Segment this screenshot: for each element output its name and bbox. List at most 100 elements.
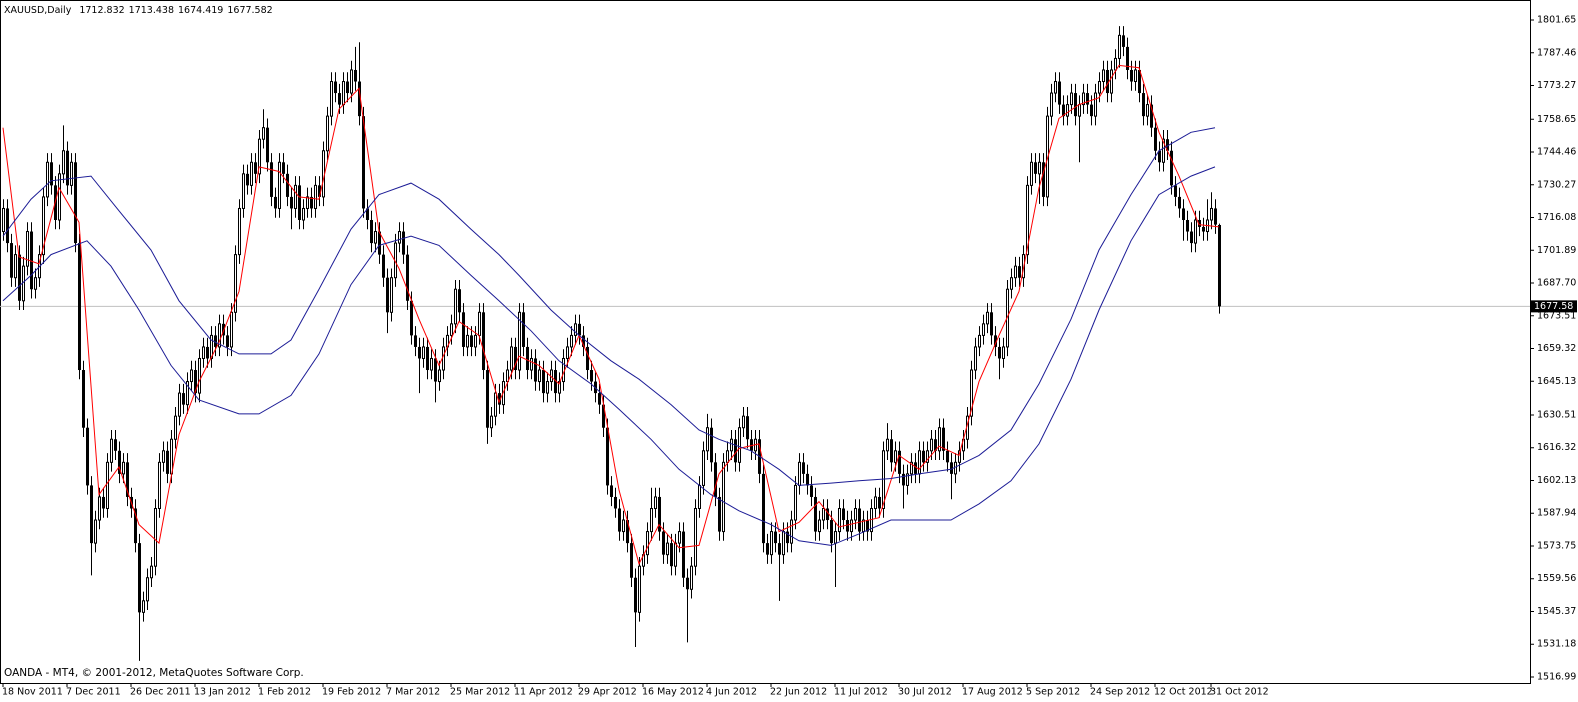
candle-body: [490, 415, 493, 429]
candle-body: [690, 565, 693, 590]
candle-body: [538, 369, 541, 383]
candle-body: [662, 531, 665, 555]
candle-body: [350, 69, 353, 94]
candle-body: [342, 81, 345, 106]
candle-body: [986, 311, 989, 325]
candle-body: [206, 346, 209, 359]
candle-body: [450, 323, 453, 336]
candle-body: [1130, 69, 1133, 82]
candle-body: [890, 439, 893, 463]
candle-body: [1042, 162, 1045, 197]
footer: OANDA - MT4, © 2001-2012, MetaQuotes Sof…: [4, 667, 304, 679]
candle-body: [1010, 277, 1013, 290]
candle-body: [914, 462, 917, 474]
candle-body: [198, 357, 201, 394]
y-tick-label: 1673.51: [1537, 310, 1576, 321]
candle-body: [546, 381, 549, 394]
candle-body: [1030, 161, 1033, 186]
candle-body: [414, 335, 417, 347]
candle-body: [454, 288, 457, 325]
candle-body: [442, 346, 445, 371]
candle-body: [330, 81, 333, 117]
candle-body: [470, 335, 473, 347]
candle-body: [262, 127, 265, 140]
candle-body: [378, 231, 381, 255]
candle-body: [86, 427, 89, 486]
candle-body: [650, 507, 653, 533]
candle-body: [310, 196, 313, 209]
x-tick-label: 19 Feb 2012: [322, 687, 381, 698]
candle-body: [494, 392, 497, 417]
candle-body: [398, 231, 401, 244]
candle-body: [14, 254, 17, 279]
candle-body: [402, 231, 405, 255]
candle-body: [242, 173, 245, 209]
candle-body: [1126, 46, 1129, 70]
candle-body: [974, 346, 977, 371]
candle-body: [410, 300, 413, 336]
x-tick-label: 31 Oct 2012: [1210, 687, 1269, 698]
candle-body: [338, 93, 341, 105]
candle-body: [1138, 69, 1141, 94]
candle-body: [258, 138, 261, 175]
candle-body: [838, 507, 841, 533]
candle-body: [282, 162, 285, 174]
candle-body: [486, 370, 489, 428]
candle-body: [118, 450, 121, 474]
y-tick-label: 1687.70: [1537, 278, 1576, 289]
candle-body: [302, 207, 305, 221]
candle-body: [46, 161, 49, 198]
indicator-line: [2, 127, 1216, 486]
y-tick-label: 1573.75: [1537, 540, 1576, 551]
candle-body: [570, 334, 573, 348]
candle-body: [478, 311, 481, 336]
candle-body: [1178, 196, 1181, 209]
candle-body: [426, 346, 429, 371]
candle-body: [142, 600, 145, 613]
candle-body: [1082, 92, 1085, 106]
price-label-box: [1531, 300, 1577, 313]
candle-body: [1166, 139, 1169, 151]
candle-body: [698, 484, 701, 509]
y-tick-label: 1516.99: [1537, 671, 1576, 682]
candle-body: [730, 438, 733, 452]
candle-body: [226, 335, 229, 347]
candle-body: [882, 450, 885, 509]
candle-body: [874, 496, 877, 509]
candle-body: [802, 462, 805, 474]
y-tick-label: 1787.46: [1537, 47, 1576, 58]
candle-body: [1154, 127, 1157, 151]
candle-body: [1214, 208, 1217, 225]
candle-body: [898, 450, 901, 474]
candle-body: [1114, 57, 1117, 71]
candle-body: [846, 520, 849, 532]
candle-body: [34, 277, 37, 290]
candle-body: [346, 81, 349, 94]
chart-title: XAUUSD,Daily: [4, 5, 72, 16]
candle-body: [1098, 81, 1101, 94]
candle-body: [70, 161, 73, 186]
candle-body: [30, 231, 33, 290]
y-tick-label: 1659.32: [1537, 343, 1576, 354]
candle-body: [110, 438, 113, 463]
candle-body: [1162, 138, 1165, 163]
candle-body: [1198, 219, 1201, 227]
candle-body: [134, 508, 137, 544]
candle-body: [766, 543, 769, 555]
candle-body: [1150, 104, 1153, 128]
candle-body: [1014, 265, 1017, 279]
candle-body: [62, 150, 65, 175]
candle-body: [1090, 104, 1093, 117]
candle-body: [710, 427, 713, 463]
candle-body: [638, 565, 641, 613]
candle-body: [910, 461, 913, 475]
y-tick-label: 1701.89: [1537, 245, 1576, 256]
candle-body: [306, 196, 309, 209]
candle-body: [518, 311, 521, 371]
candle-body: [10, 243, 13, 278]
x-tick-label: 1 Feb 2012: [258, 687, 311, 698]
y-tick-label: 1545.37: [1537, 606, 1576, 617]
candle-body: [726, 450, 729, 463]
candle-body: [906, 473, 909, 486]
candle-body: [622, 519, 625, 533]
